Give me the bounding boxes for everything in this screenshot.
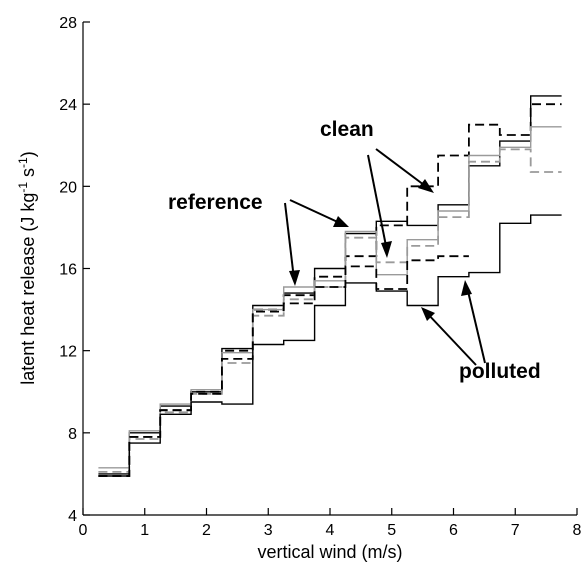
clean-arrow-2 <box>375 148 429 189</box>
series-polluted-dashed <box>98 255 469 477</box>
y-tick-label: 8 <box>68 426 77 443</box>
arrowheads <box>289 179 472 321</box>
arrowhead <box>421 307 435 321</box>
annotation-polluted: polluted <box>459 360 541 383</box>
polluted-arrow-2 <box>466 286 486 364</box>
arrowhead <box>418 179 434 193</box>
x-axis-label: vertical wind (m/s) <box>257 542 402 562</box>
x-tick-label: 1 <box>140 522 149 539</box>
y-tick-label: 20 <box>59 179 77 196</box>
arrows <box>284 148 486 366</box>
x-tick-label: 4 <box>326 522 335 539</box>
series-clean-dashed <box>98 103 562 477</box>
y-tick-label: 24 <box>59 97 77 114</box>
annotation-reference: reference <box>168 191 263 214</box>
x-tick-label: 6 <box>449 522 458 539</box>
y-axis-label-main: latent heat release (J kg <box>18 193 38 385</box>
arrowhead <box>381 241 392 258</box>
x-tick-label: 2 <box>202 522 211 539</box>
y-axis-label-close: ) <box>18 151 38 157</box>
reference-arrow-2 <box>289 199 343 225</box>
y-axis-label-sup-1: -1 <box>16 182 30 193</box>
y-axis-label: latent heat release (J kg-1 s-1) <box>16 151 38 384</box>
annotation-clean: clean <box>320 118 374 141</box>
y-tick-label: 28 <box>59 15 77 32</box>
y-tick-label: 16 <box>59 262 77 279</box>
clean-arrow-1 <box>367 154 388 252</box>
x-tick-label: 0 <box>79 522 88 539</box>
x-tick-label: 5 <box>387 522 396 539</box>
series-polluted-solid <box>98 214 562 477</box>
arrowhead <box>333 216 349 227</box>
x-tick-label: 3 <box>264 522 273 539</box>
polluted-arrow-1 <box>425 311 477 366</box>
y-tick-label: 4 <box>68 508 77 525</box>
series-reference-dashed <box>98 148 562 473</box>
arrowhead <box>289 270 300 286</box>
series-clean-solid <box>98 95 562 475</box>
series-layer <box>98 95 562 477</box>
arrowhead <box>461 280 472 296</box>
y-axis-label-s: s <box>18 168 38 182</box>
x-tick-label: 8 <box>573 522 582 539</box>
series-reference-solid <box>98 126 562 469</box>
y-tick-label: 12 <box>59 344 77 361</box>
y-axis-label-sup-2: -1 <box>16 157 30 168</box>
x-tick-label: 7 <box>511 522 520 539</box>
reference-arrow-1 <box>284 202 295 280</box>
